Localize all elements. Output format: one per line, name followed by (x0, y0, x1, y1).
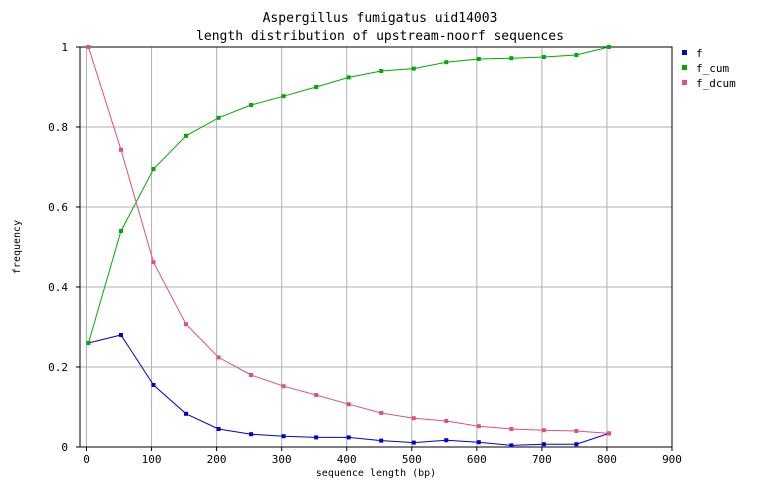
data-point-f (411, 440, 416, 445)
chart-subtitle: length distribution of upstream-noorf se… (196, 29, 564, 44)
data-point-f-cum (118, 229, 123, 233)
x-tick-label: 800 (597, 453, 617, 466)
data-point-f-cum (606, 45, 611, 49)
data-point-f-dcum (314, 393, 319, 397)
data-point-f (184, 411, 189, 416)
data-point-f-dcum (281, 384, 286, 389)
data-point-f-cum (411, 66, 416, 71)
legend-label-f-cum: f_cum (696, 62, 729, 75)
legend: f f_cum f_dcum (682, 47, 736, 90)
data-point-f-dcum (541, 428, 546, 433)
legend-label-f: f (696, 47, 703, 60)
data-point-f-dcum (509, 427, 514, 431)
data-point-f-cum (216, 115, 221, 120)
series-line-f-dcum (87, 46, 609, 434)
x-tick-label: 600 (467, 453, 487, 466)
data-point-f-dcum (574, 429, 579, 433)
data-point-f-dcum (216, 355, 221, 360)
data-point-f (151, 383, 156, 387)
data-point-f (216, 427, 221, 431)
plot-frame (79, 46, 673, 448)
x-tick-label: 0 (83, 453, 90, 466)
data-point-f-dcum (411, 416, 416, 421)
data-point-f-cum (314, 85, 319, 89)
data-point-f-cum (249, 103, 254, 107)
data-point-f-cum (346, 75, 351, 80)
data-point-f (509, 443, 514, 448)
data-point-f-dcum (86, 45, 91, 49)
data-point-f-cum (281, 94, 286, 99)
data-point-f-cum (541, 55, 546, 59)
y-axis-label: frequency (12, 220, 23, 274)
y-tick-label: 0.6 (48, 201, 68, 214)
data-point-f-dcum (606, 431, 611, 436)
x-tick-label: 200 (207, 453, 227, 466)
data-point-f (281, 434, 286, 439)
data-point-f-dcum (151, 260, 156, 265)
data-point-f-dcum (379, 411, 384, 415)
data-point-f-cum (151, 167, 156, 171)
chart-title: Aspergillus fumigatus uid14003 (263, 11, 498, 26)
data-point-f (379, 438, 384, 443)
x-tick-label: 700 (532, 453, 552, 466)
x-axis-label: sequence length (bp) (316, 468, 436, 479)
grid (80, 47, 672, 447)
data-point-f (476, 440, 481, 445)
legend-label-f-dcum: f_dcum (696, 77, 736, 90)
legend-marker-f-dcum (682, 80, 687, 85)
y-tick-label: 0.4 (48, 281, 68, 294)
data-point-f (346, 435, 351, 440)
data-point-f-cum (379, 69, 384, 73)
x-tick-label: 400 (337, 453, 357, 466)
y-tick-label: 1 (61, 41, 68, 54)
data-point-f (118, 333, 123, 337)
y-axis: 0 0.2 0.4 0.6 0.8 1 (48, 41, 80, 454)
x-axis: 0 100 200 300 400 500 600 700 800 900 (83, 447, 682, 466)
y-tick-label: 0 (61, 441, 68, 454)
data-point-f-cum (476, 57, 481, 61)
x-tick-label: 300 (272, 453, 292, 466)
data-point-f-dcum (346, 402, 351, 407)
x-tick-label: 900 (662, 453, 682, 466)
data-point-f-dcum (444, 419, 449, 423)
data-point-f (574, 442, 579, 447)
data-point-f (444, 438, 449, 443)
x-tick-label: 100 (142, 453, 162, 466)
data-point-f-cum (444, 60, 449, 65)
legend-marker-f-cum (682, 65, 687, 70)
data-point-f (314, 435, 319, 440)
data-point-f-cum (184, 133, 189, 138)
series-line-f (88, 334, 610, 446)
data-point-f (541, 442, 546, 447)
data-point-f-cum (509, 56, 514, 61)
y-tick-label: 0.8 (48, 121, 68, 134)
data-point-f-cum (86, 341, 91, 345)
data-point-f-dcum (249, 373, 254, 377)
legend-marker-f (682, 50, 687, 55)
data-point-f (249, 432, 254, 437)
data-point-f-dcum (184, 322, 189, 327)
data-point-f-dcum (476, 424, 481, 429)
series-line-f-cum (87, 46, 610, 344)
y-tick-label: 0.2 (48, 361, 68, 374)
data-point-f-cum (574, 53, 579, 57)
series-group (86, 45, 611, 448)
data-point-f-dcum (118, 147, 123, 152)
x-tick-label: 500 (402, 453, 422, 466)
